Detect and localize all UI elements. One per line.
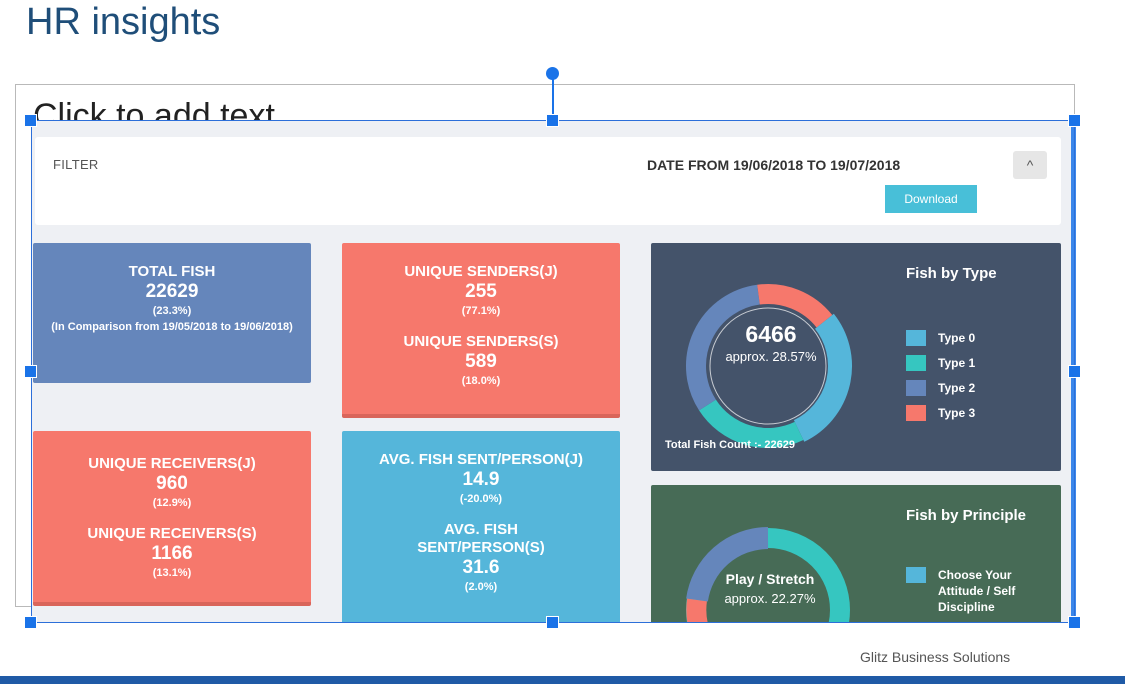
footer-bar bbox=[0, 676, 1125, 684]
type-slice-type-2[interactable] bbox=[686, 284, 761, 411]
unique-receivers-card: UNIQUE RECEIVERS(J) 960 (12.9%) UNIQUE R… bbox=[33, 431, 311, 606]
type-legend-item[interactable]: Type 0 bbox=[906, 325, 975, 350]
senders-j-value: 255 bbox=[465, 281, 497, 302]
type-legend-label: Type 3 bbox=[938, 405, 976, 420]
senders-j-pct: (77.1%) bbox=[461, 305, 501, 317]
avg-j-pct: (-20.0%) bbox=[459, 493, 503, 505]
type-legend-item[interactable]: Type 3 bbox=[906, 400, 975, 425]
type-inner-ring bbox=[709, 307, 827, 425]
principle-legend-item[interactable]: Choose Your Attitude / Self Discipline bbox=[906, 567, 1046, 615]
total-fish-label: TOTAL FISH bbox=[128, 263, 216, 280]
receivers-s-pct: (13.1%) bbox=[152, 567, 192, 579]
resize-handle-tr[interactable] bbox=[1068, 114, 1081, 127]
type-legend-label: Type 1 bbox=[938, 355, 976, 370]
avg-s-label: AVG. FISH SENT/PERSON(S) bbox=[417, 521, 545, 556]
fish-by-principle-title: Fish by Principle bbox=[906, 507, 1027, 524]
receivers-s-label: UNIQUE RECEIVERS(S) bbox=[87, 525, 257, 542]
principle-ring-red bbox=[686, 598, 708, 623]
receivers-s-value: 1166 bbox=[151, 543, 193, 564]
resize-handle-ml[interactable] bbox=[24, 365, 37, 378]
rotate-handle[interactable] bbox=[546, 67, 559, 80]
dashboard-screenshot[interactable]: FILTER DATE FROM 19/06/2018 TO 19/07/201… bbox=[31, 121, 1075, 623]
resize-handle-br[interactable] bbox=[1068, 616, 1081, 629]
chevron-up-icon[interactable]: ^ bbox=[1013, 151, 1047, 179]
footer-company: Glitz Business Solutions bbox=[860, 649, 1011, 665]
type-legend-swatch bbox=[906, 379, 926, 396]
type-legend-item[interactable]: Type 1 bbox=[906, 350, 975, 375]
comparison-note: (In Comparison from 19/05/2018 to 19/06/… bbox=[51, 321, 293, 333]
principle-ring-blue bbox=[686, 527, 769, 602]
type-center-value: 6466 bbox=[745, 321, 797, 347]
resize-handle-bc[interactable] bbox=[546, 616, 559, 629]
type-legend-label: Type 2 bbox=[938, 380, 976, 395]
principle-legend-label: Choose Your Attitude / Self Discipline bbox=[938, 568, 1016, 614]
resize-handle-tl[interactable] bbox=[24, 114, 37, 127]
type-legend-item[interactable]: Type 2 bbox=[906, 375, 975, 400]
type-slice-type-3[interactable] bbox=[757, 284, 833, 328]
avg-j-label: AVG. FISH SENT/PERSON(J) bbox=[379, 451, 583, 468]
avg-s-pct: (2.0%) bbox=[464, 581, 498, 593]
fish-by-principle-panel: Play / Stretch approx. 22.27% Fish by Pr… bbox=[651, 485, 1061, 623]
senders-j-label: UNIQUE SENDERS(J) bbox=[404, 263, 558, 280]
fish-by-type-legend: Type 0 Type 1 Type 2 Type 3 bbox=[906, 325, 975, 425]
total-fish-card: TOTAL FISH 22629 (23.3%) (In Comparison … bbox=[33, 243, 311, 383]
total-fish-count: Total Fish Count :- 22629 bbox=[665, 439, 795, 451]
fish-by-type-title: Fish by Type bbox=[906, 265, 997, 282]
rotate-line bbox=[552, 78, 554, 114]
fish-by-type-donut bbox=[686, 284, 852, 448]
date-range: DATE FROM 19/06/2018 TO 19/07/2018 bbox=[647, 157, 901, 173]
avg-s-value: 31.6 bbox=[462, 557, 500, 578]
text-placeholder[interactable]: Click to add text bbox=[33, 97, 275, 120]
resize-handle-bl[interactable] bbox=[24, 616, 37, 629]
type-slice-type-0[interactable] bbox=[793, 313, 852, 442]
slide-title[interactable]: HR insights bbox=[26, 1, 221, 43]
type-center-sub: approx. 28.57% bbox=[725, 349, 817, 364]
receivers-j-value: 960 bbox=[156, 473, 188, 494]
receivers-j-label: UNIQUE RECEIVERS(J) bbox=[88, 455, 256, 472]
principle-center-value: Play / Stretch bbox=[725, 571, 815, 587]
resize-handle-tc[interactable] bbox=[546, 114, 559, 127]
filter-bar: FILTER DATE FROM 19/06/2018 TO 19/07/201… bbox=[35, 137, 1061, 225]
senders-s-value: 589 bbox=[465, 351, 497, 372]
senders-s-pct: (18.0%) bbox=[461, 375, 501, 387]
principle-center-sub: approx. 22.27% bbox=[724, 591, 816, 606]
total-fish-pct: (23.3%) bbox=[152, 305, 192, 317]
receivers-j-pct: (12.9%) bbox=[152, 497, 192, 509]
fish-by-principle-legend: Choose Your Attitude / Self Discipline bbox=[906, 567, 1046, 615]
senders-s-label: UNIQUE SENDERS(S) bbox=[403, 333, 559, 350]
unique-senders-card: UNIQUE SENDERS(J) 255 (77.1%) UNIQUE SEN… bbox=[342, 243, 620, 418]
fish-by-principle-donut bbox=[686, 527, 850, 623]
avg-j-value: 14.9 bbox=[462, 469, 500, 490]
total-fish-value: 22629 bbox=[145, 281, 199, 302]
type-legend-swatch bbox=[906, 329, 926, 346]
principle-legend-swatch bbox=[906, 567, 926, 583]
type-legend-swatch bbox=[906, 354, 926, 371]
download-button[interactable]: Download bbox=[885, 185, 977, 213]
type-legend-swatch bbox=[906, 404, 926, 421]
filter-label[interactable]: FILTER bbox=[53, 157, 99, 172]
type-slice-type-1[interactable] bbox=[699, 399, 804, 448]
type-legend-label: Type 0 bbox=[938, 330, 976, 345]
resize-handle-mr[interactable] bbox=[1068, 365, 1081, 378]
avg-fish-card: AVG. FISH SENT/PERSON(J) 14.9 (-20.0%) A… bbox=[342, 431, 620, 623]
